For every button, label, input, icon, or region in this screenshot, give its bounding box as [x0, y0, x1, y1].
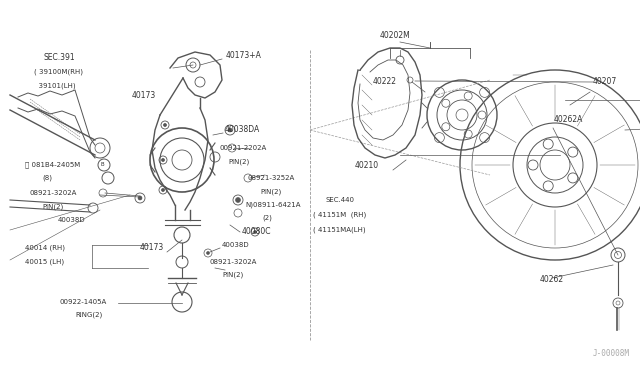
Text: PIN(2): PIN(2)	[228, 159, 249, 165]
Text: 00921-2202A: 00921-2202A	[220, 145, 268, 151]
Text: 40262: 40262	[540, 276, 564, 285]
Text: N)08911-6421A: N)08911-6421A	[245, 202, 301, 208]
Text: PIN(2): PIN(2)	[42, 204, 63, 210]
Text: 40173: 40173	[140, 244, 164, 253]
Circle shape	[138, 196, 142, 200]
Text: 08921-3252A: 08921-3252A	[248, 175, 295, 181]
Text: 40015 (LH): 40015 (LH)	[25, 259, 64, 265]
Text: 40207: 40207	[593, 77, 617, 87]
Circle shape	[253, 231, 257, 234]
Text: 40080C: 40080C	[242, 228, 271, 237]
Text: ( 41151MA(LH): ( 41151MA(LH)	[313, 227, 365, 233]
Text: 40038D: 40038D	[58, 217, 86, 223]
Text: 40262A: 40262A	[554, 115, 584, 125]
Text: 40202M: 40202M	[380, 31, 411, 39]
Text: PIN(2): PIN(2)	[222, 272, 243, 278]
Text: 40038D: 40038D	[222, 242, 250, 248]
Text: (8): (8)	[42, 175, 52, 181]
Circle shape	[161, 158, 164, 161]
Circle shape	[161, 189, 164, 192]
Text: (2): (2)	[262, 215, 272, 221]
Text: SEC.391: SEC.391	[44, 52, 76, 61]
Circle shape	[228, 128, 232, 132]
Circle shape	[163, 124, 166, 126]
Circle shape	[236, 198, 241, 202]
Text: 40222: 40222	[373, 77, 397, 87]
Text: 39101(LH): 39101(LH)	[34, 83, 76, 89]
Text: B: B	[100, 163, 104, 167]
Text: J-00008M: J-00008M	[593, 349, 630, 358]
Text: PIN(2): PIN(2)	[260, 189, 281, 195]
Text: RING(2): RING(2)	[75, 312, 102, 318]
Text: 40173+A: 40173+A	[226, 51, 262, 60]
Text: SEC.440: SEC.440	[325, 197, 354, 203]
Text: 00922-1405A: 00922-1405A	[60, 299, 108, 305]
Text: 40210: 40210	[355, 160, 379, 170]
Text: 08921-3202A: 08921-3202A	[30, 190, 77, 196]
Text: 08921-3202A: 08921-3202A	[210, 259, 257, 265]
Text: ( 39100M(RH): ( 39100M(RH)	[34, 69, 83, 75]
Text: 40014 (RH): 40014 (RH)	[25, 245, 65, 251]
Text: 40038DA: 40038DA	[225, 125, 260, 135]
Text: 40173: 40173	[132, 90, 156, 99]
Text: Ⓑ 081B4-2405M: Ⓑ 081B4-2405M	[25, 162, 80, 168]
Text: ( 41151M  (RH): ( 41151M (RH)	[313, 212, 366, 218]
Circle shape	[207, 251, 209, 254]
